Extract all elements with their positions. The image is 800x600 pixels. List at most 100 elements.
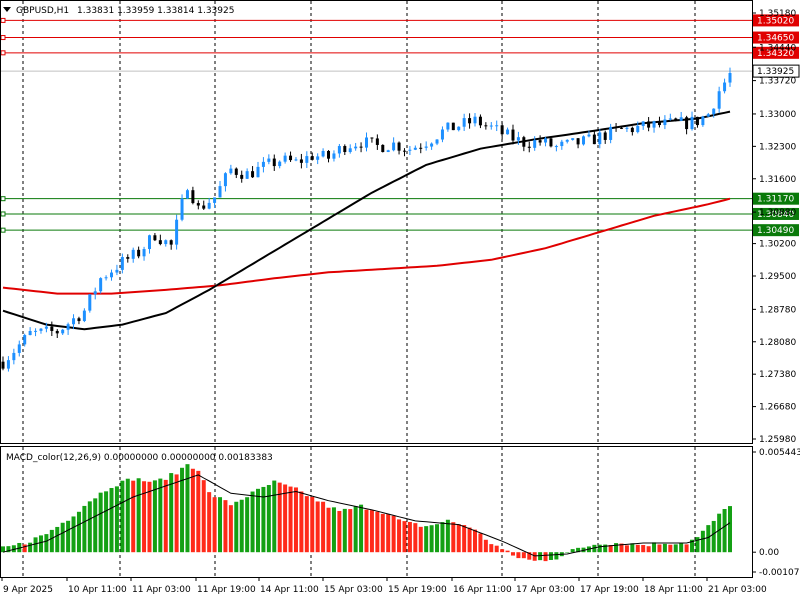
macd-bar <box>402 521 407 553</box>
candle-body <box>381 144 385 153</box>
macd-bar <box>11 545 16 553</box>
macd-bar <box>359 504 364 553</box>
price-tick-label: 1.30880 <box>759 208 796 218</box>
candle-body <box>305 156 309 163</box>
macd-signal-line <box>2 474 731 557</box>
macd-bar <box>429 525 434 553</box>
macd-bar <box>223 500 228 553</box>
price-tick-label: 1.27380 <box>759 370 796 380</box>
candle-body <box>93 291 97 295</box>
macd-bar <box>218 497 223 553</box>
macd-bar <box>483 539 488 553</box>
candle-body <box>66 324 70 330</box>
support-level-label-bg <box>753 192 799 205</box>
candle-body <box>636 126 640 133</box>
candle-body <box>44 326 48 329</box>
candle-body <box>153 235 157 241</box>
macd-bar <box>125 478 130 553</box>
macd-bar <box>527 552 532 560</box>
macd-axis: 0.0054435 0.00 -0.0010760 <box>752 448 800 578</box>
candle-body <box>587 134 591 137</box>
macd-bar <box>33 537 38 553</box>
support-level-handle-icon <box>0 196 6 202</box>
macd-bar <box>169 473 174 553</box>
macd-bar <box>543 552 548 562</box>
candle-body <box>522 137 526 147</box>
macd-bar <box>635 544 640 553</box>
macd-bar <box>690 539 695 553</box>
candle-body <box>120 257 124 270</box>
macd-bar <box>272 480 277 553</box>
candle-body <box>229 168 233 174</box>
macd-bar <box>277 482 282 553</box>
candle-body <box>202 205 206 209</box>
candle-body <box>392 142 396 151</box>
macd-bar <box>603 544 608 553</box>
candle-body <box>478 116 482 126</box>
frames <box>0 0 753 578</box>
macd-bar <box>114 486 119 553</box>
symbol-label: GBPUSD,H1 <box>16 6 69 16</box>
macd-bar <box>299 491 304 553</box>
candle-body <box>23 335 27 345</box>
collapse-triangle-icon[interactable] <box>3 7 11 12</box>
support-level-label: 1.31170 <box>757 195 794 205</box>
macd-bar <box>234 501 239 553</box>
macd-bar <box>684 544 689 553</box>
candle-body <box>533 140 537 148</box>
candle-body <box>158 240 162 245</box>
candle-body <box>251 171 255 178</box>
candle-body <box>571 138 575 140</box>
macd-tick-label: 0.00 <box>759 548 779 558</box>
macd-bar <box>445 519 450 553</box>
macd-bar <box>608 545 613 553</box>
resistance-level-label: 1.34650 <box>757 34 794 44</box>
candle-body <box>55 330 59 334</box>
macd-bar <box>180 467 185 553</box>
candle-body <box>115 269 119 273</box>
macd-bar <box>6 546 11 553</box>
macd-bar <box>380 513 385 553</box>
macd-bar <box>152 480 157 553</box>
price-tick-label: 1.33720 <box>759 77 796 87</box>
candle-body <box>544 138 548 143</box>
candle-body <box>630 127 634 133</box>
candle-body <box>110 272 114 278</box>
candle-body <box>451 122 455 131</box>
macd-bar <box>17 542 22 553</box>
candle-body <box>126 257 130 259</box>
candle-body <box>435 139 439 144</box>
macd-bar <box>565 552 570 553</box>
candle-body <box>17 344 21 353</box>
resistance-level-handle-icon <box>0 17 6 23</box>
macd-bar <box>630 543 635 553</box>
macd-bar <box>424 526 429 553</box>
candle-body <box>1 361 5 369</box>
support-level-label: 1.30840 <box>757 210 794 220</box>
macd-pane-frame <box>0 446 753 578</box>
candle-body <box>28 331 32 336</box>
candle-body <box>462 118 466 127</box>
resistance-level-label: 1.35020 <box>757 16 794 26</box>
candle-body <box>310 156 314 160</box>
candle-body <box>668 118 672 120</box>
candle-body <box>332 153 336 159</box>
macd-bar <box>109 487 114 553</box>
macd-bar <box>66 520 71 553</box>
candle-body <box>61 329 65 334</box>
macd-bar <box>711 520 716 553</box>
candle-body <box>104 277 108 279</box>
candle-body <box>457 126 461 131</box>
macd-bar <box>87 501 92 553</box>
candle-body <box>191 190 195 204</box>
candle-body <box>223 173 227 187</box>
candle-body <box>267 158 271 162</box>
candle-body <box>576 138 580 145</box>
support-level-handle-icon <box>0 227 6 233</box>
moving-averages <box>2 110 731 331</box>
macd-bar <box>440 522 445 553</box>
price-tick-label: 1.30200 <box>759 240 796 250</box>
macd-bar <box>641 545 646 553</box>
candle-body <box>728 73 732 83</box>
